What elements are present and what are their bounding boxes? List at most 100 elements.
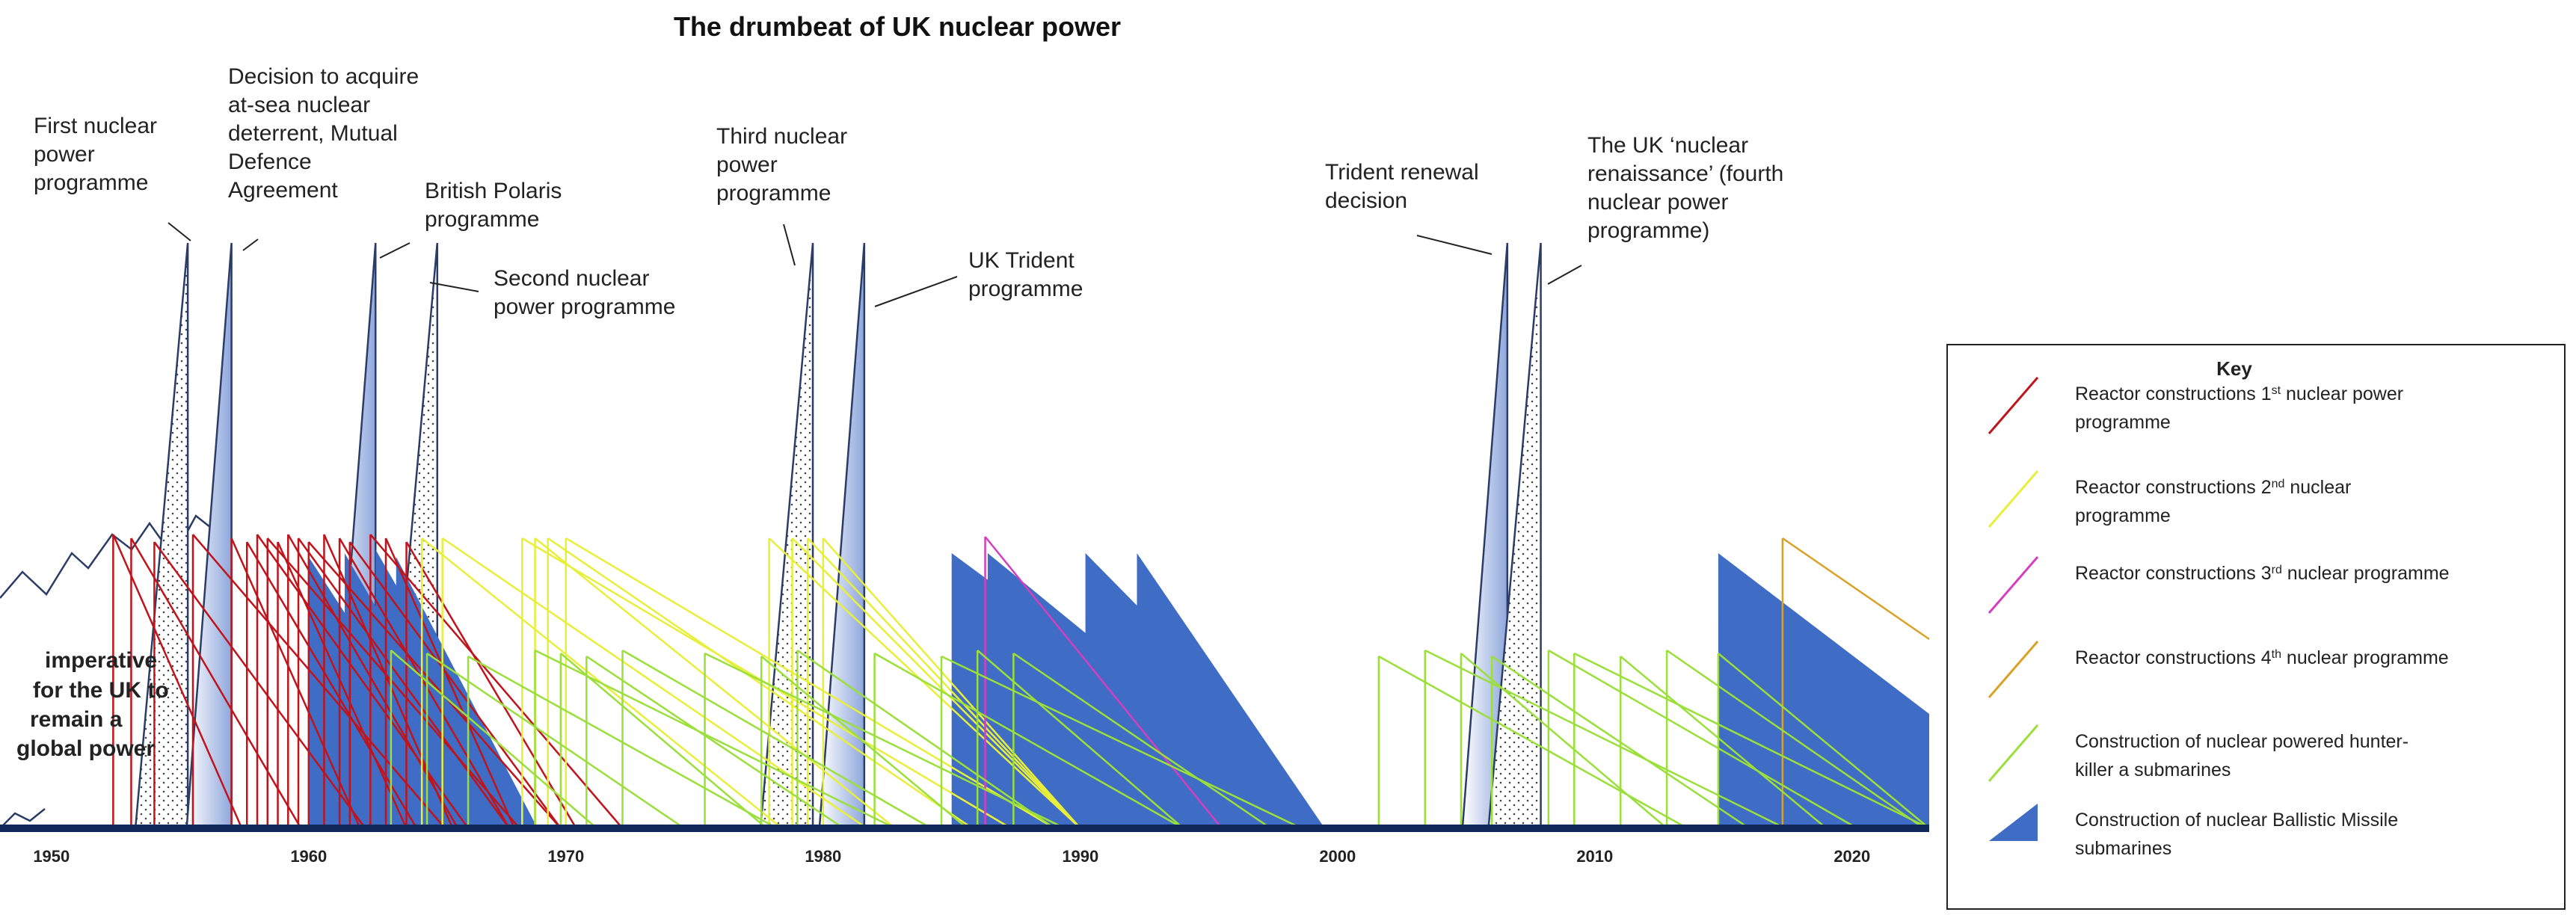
legend-label-text: Reactor constructions 1 (2075, 383, 2272, 404)
peak-leader-line (874, 276, 958, 307)
peak-label: Decision to acquire (228, 64, 419, 89)
hunter-killer-submarine (977, 650, 1184, 829)
legend-label-text: Construction of nuclear powered hunter- (2075, 731, 2409, 752)
reactor-1st-programme (112, 534, 243, 829)
hunter-killer-submarine (796, 649, 1056, 830)
peak-label: First nuclear (34, 114, 157, 138)
legend-label: Reactor constructions 2nd nuclear (2075, 477, 2351, 498)
hunter-killer-submarine (1548, 649, 1858, 830)
peak-label: Trident renewal (1325, 160, 1479, 185)
hunter-killer-submarine (941, 655, 1303, 830)
chart-title: The drumbeat of UK nuclear power (674, 11, 1121, 42)
reactor-1st-programme (339, 537, 511, 829)
hunter-killer-submarine (560, 653, 767, 829)
peak-leader-line (1547, 265, 1582, 285)
hunter-killer-submarine (1012, 652, 1272, 830)
hunter-killer-submarine (760, 656, 968, 829)
legend-label-line2: killer a submarines (2075, 760, 2231, 780)
legend-label-text: Reactor constructions 2 (2075, 477, 2272, 498)
peak-leader-line (429, 282, 479, 292)
reactor-2nd-programme (768, 537, 1081, 829)
hunter-killer-submarine (621, 649, 932, 830)
peak-label: nuclear power (1587, 190, 1728, 215)
peak-label: decision (1325, 188, 1407, 213)
left-annotation-line: imperative (45, 648, 157, 673)
legend-label-text: Construction of nuclear Ballistic Missil… (2075, 810, 2398, 831)
x-tick-label: 1960 (290, 847, 327, 866)
reactor-1st-programme (192, 534, 446, 829)
peak-label: programme (425, 207, 539, 232)
legend-label: Reactor constructions 1st nuclear power (2075, 383, 2403, 404)
hunter-killer-submarine (1620, 656, 1828, 829)
x-tick-label: 1970 (547, 847, 584, 866)
peak-label: power (34, 142, 95, 167)
peak-annotations: First nuclear power programme Decision to a… (34, 64, 1783, 319)
peak-label: British Polaris (425, 179, 562, 203)
legend-label-superscript: th (2272, 648, 2281, 661)
hunter-killer-submarine (1378, 655, 1688, 830)
legend-swatch (1988, 641, 2039, 698)
reactor-construction-series (112, 534, 1930, 830)
legend-swatch (1989, 804, 2038, 841)
hunter-killer-submarine (534, 649, 896, 830)
left-annotation-line: for the UK to (33, 678, 169, 703)
legend-label-text: Reactor constructions 3 (2075, 563, 2272, 584)
legend-label-superscript: nd (2272, 478, 2285, 490)
legend-label-line2: submarines (2075, 838, 2171, 859)
x-tick-label: 2010 (1576, 847, 1613, 866)
left-annotation-line: global power (16, 736, 155, 761)
peak-label: programme (34, 170, 148, 195)
bms-construction (1718, 553, 1929, 828)
hunter-killer-submarine (426, 652, 685, 830)
legend-label: Reactor constructions 4th nuclear progra… (2075, 647, 2449, 668)
reactor-2nd-programme (791, 537, 1081, 829)
legend-label: Construction of nuclear Ballistic Missil… (2075, 810, 2398, 831)
hunter-killer-submarine (390, 650, 597, 829)
reactor-2nd-programme (822, 537, 1081, 829)
legend: Key Reactor constructions 1st nuclear po… (1946, 344, 2566, 910)
legend-swatch (1988, 377, 2039, 434)
reactor-2nd-programme (565, 537, 1056, 830)
x-tick-label: 1980 (805, 847, 841, 866)
hunter-killer-submarine (1573, 652, 1930, 830)
bms-construction (951, 553, 1325, 828)
x-tick-label: 2000 (1319, 847, 1356, 866)
hunter-killer-submarine (1424, 649, 1786, 830)
hunter-killer-submarine (873, 652, 1184, 830)
peak-label: programme (968, 277, 1083, 301)
peak-label: UK Trident (968, 248, 1075, 273)
left-annotation-line: remain a (30, 707, 123, 732)
legend-box (1946, 344, 2566, 910)
x-tick-label: 1990 (1062, 847, 1098, 866)
legend-label-superscript: st (2272, 384, 2281, 397)
legend-title: Key (2216, 357, 2252, 380)
reactor-3rd-programme (984, 536, 1223, 829)
reactor-1st-programme (298, 537, 511, 829)
hunter-killer-submarine (704, 652, 1066, 830)
peak-label: at-sea nuclear (228, 93, 370, 117)
x-tick-label: 2020 (1833, 847, 1870, 866)
reactor-2nd-programme (534, 537, 896, 829)
left-annotation: imperative for the UK to remain a global… (16, 648, 169, 761)
legend-label-text: Reactor constructions 4 (2075, 647, 2272, 668)
legend-label-text: nuclear programme (2282, 563, 2450, 584)
peak-label: Second nuclear (494, 266, 649, 291)
reactor-2nd-programme (807, 537, 1081, 829)
hunter-killer-submarine (1666, 649, 1925, 830)
reactor-2nd-programme (547, 537, 974, 830)
peak-label: renaissance’ (fourth (1587, 161, 1783, 186)
peak-label: power programme (494, 295, 675, 319)
hunter-killer-submarine (1718, 653, 1930, 829)
reactor-1st-programme (246, 541, 418, 829)
legend-swatch (1988, 556, 2039, 614)
reactor-1st-programme (130, 537, 302, 829)
peak-label: power (716, 152, 778, 177)
reactor-1st-programme (256, 534, 470, 829)
legend-label: Construction of nuclear powered hunter- (2075, 731, 2409, 752)
legend-label-text: nuclear programme (2281, 647, 2449, 668)
reactor-1st-programme (323, 534, 454, 829)
peak-label: Third nuclear (716, 124, 847, 149)
peak-label: programme (716, 181, 831, 206)
peak-label: deterrent, Mutual (228, 121, 398, 146)
